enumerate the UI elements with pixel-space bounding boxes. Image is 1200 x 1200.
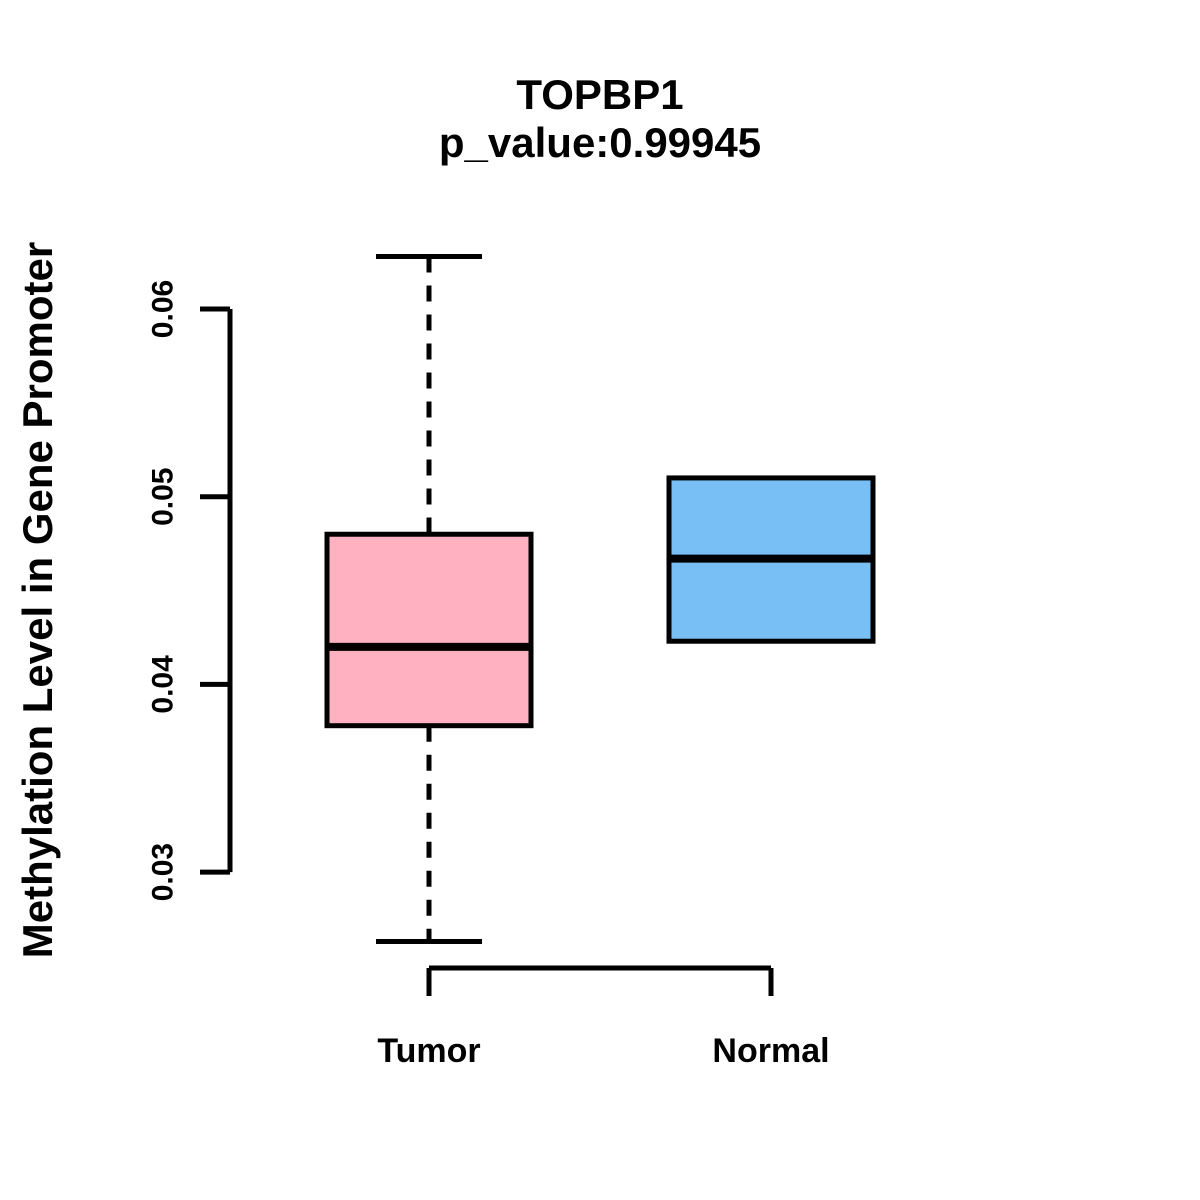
chart-subtitle: p_value:0.99945 (438, 119, 762, 166)
y-tick-label: 0.05 (147, 468, 180, 526)
y-tick-label: 0.04 (147, 655, 180, 714)
category-label-tumor: Tumor (377, 1032, 480, 1070)
y-tick-label: 0.03 (147, 843, 180, 901)
tumor-box (324, 531, 534, 729)
chart-title: TOPBP1 (516, 71, 684, 118)
y-axis-title: Methylation Level in Gene Promoter (14, 241, 61, 959)
category-label-normal: Normal (712, 1032, 829, 1070)
y-tick-label: 0.06 (147, 280, 180, 338)
